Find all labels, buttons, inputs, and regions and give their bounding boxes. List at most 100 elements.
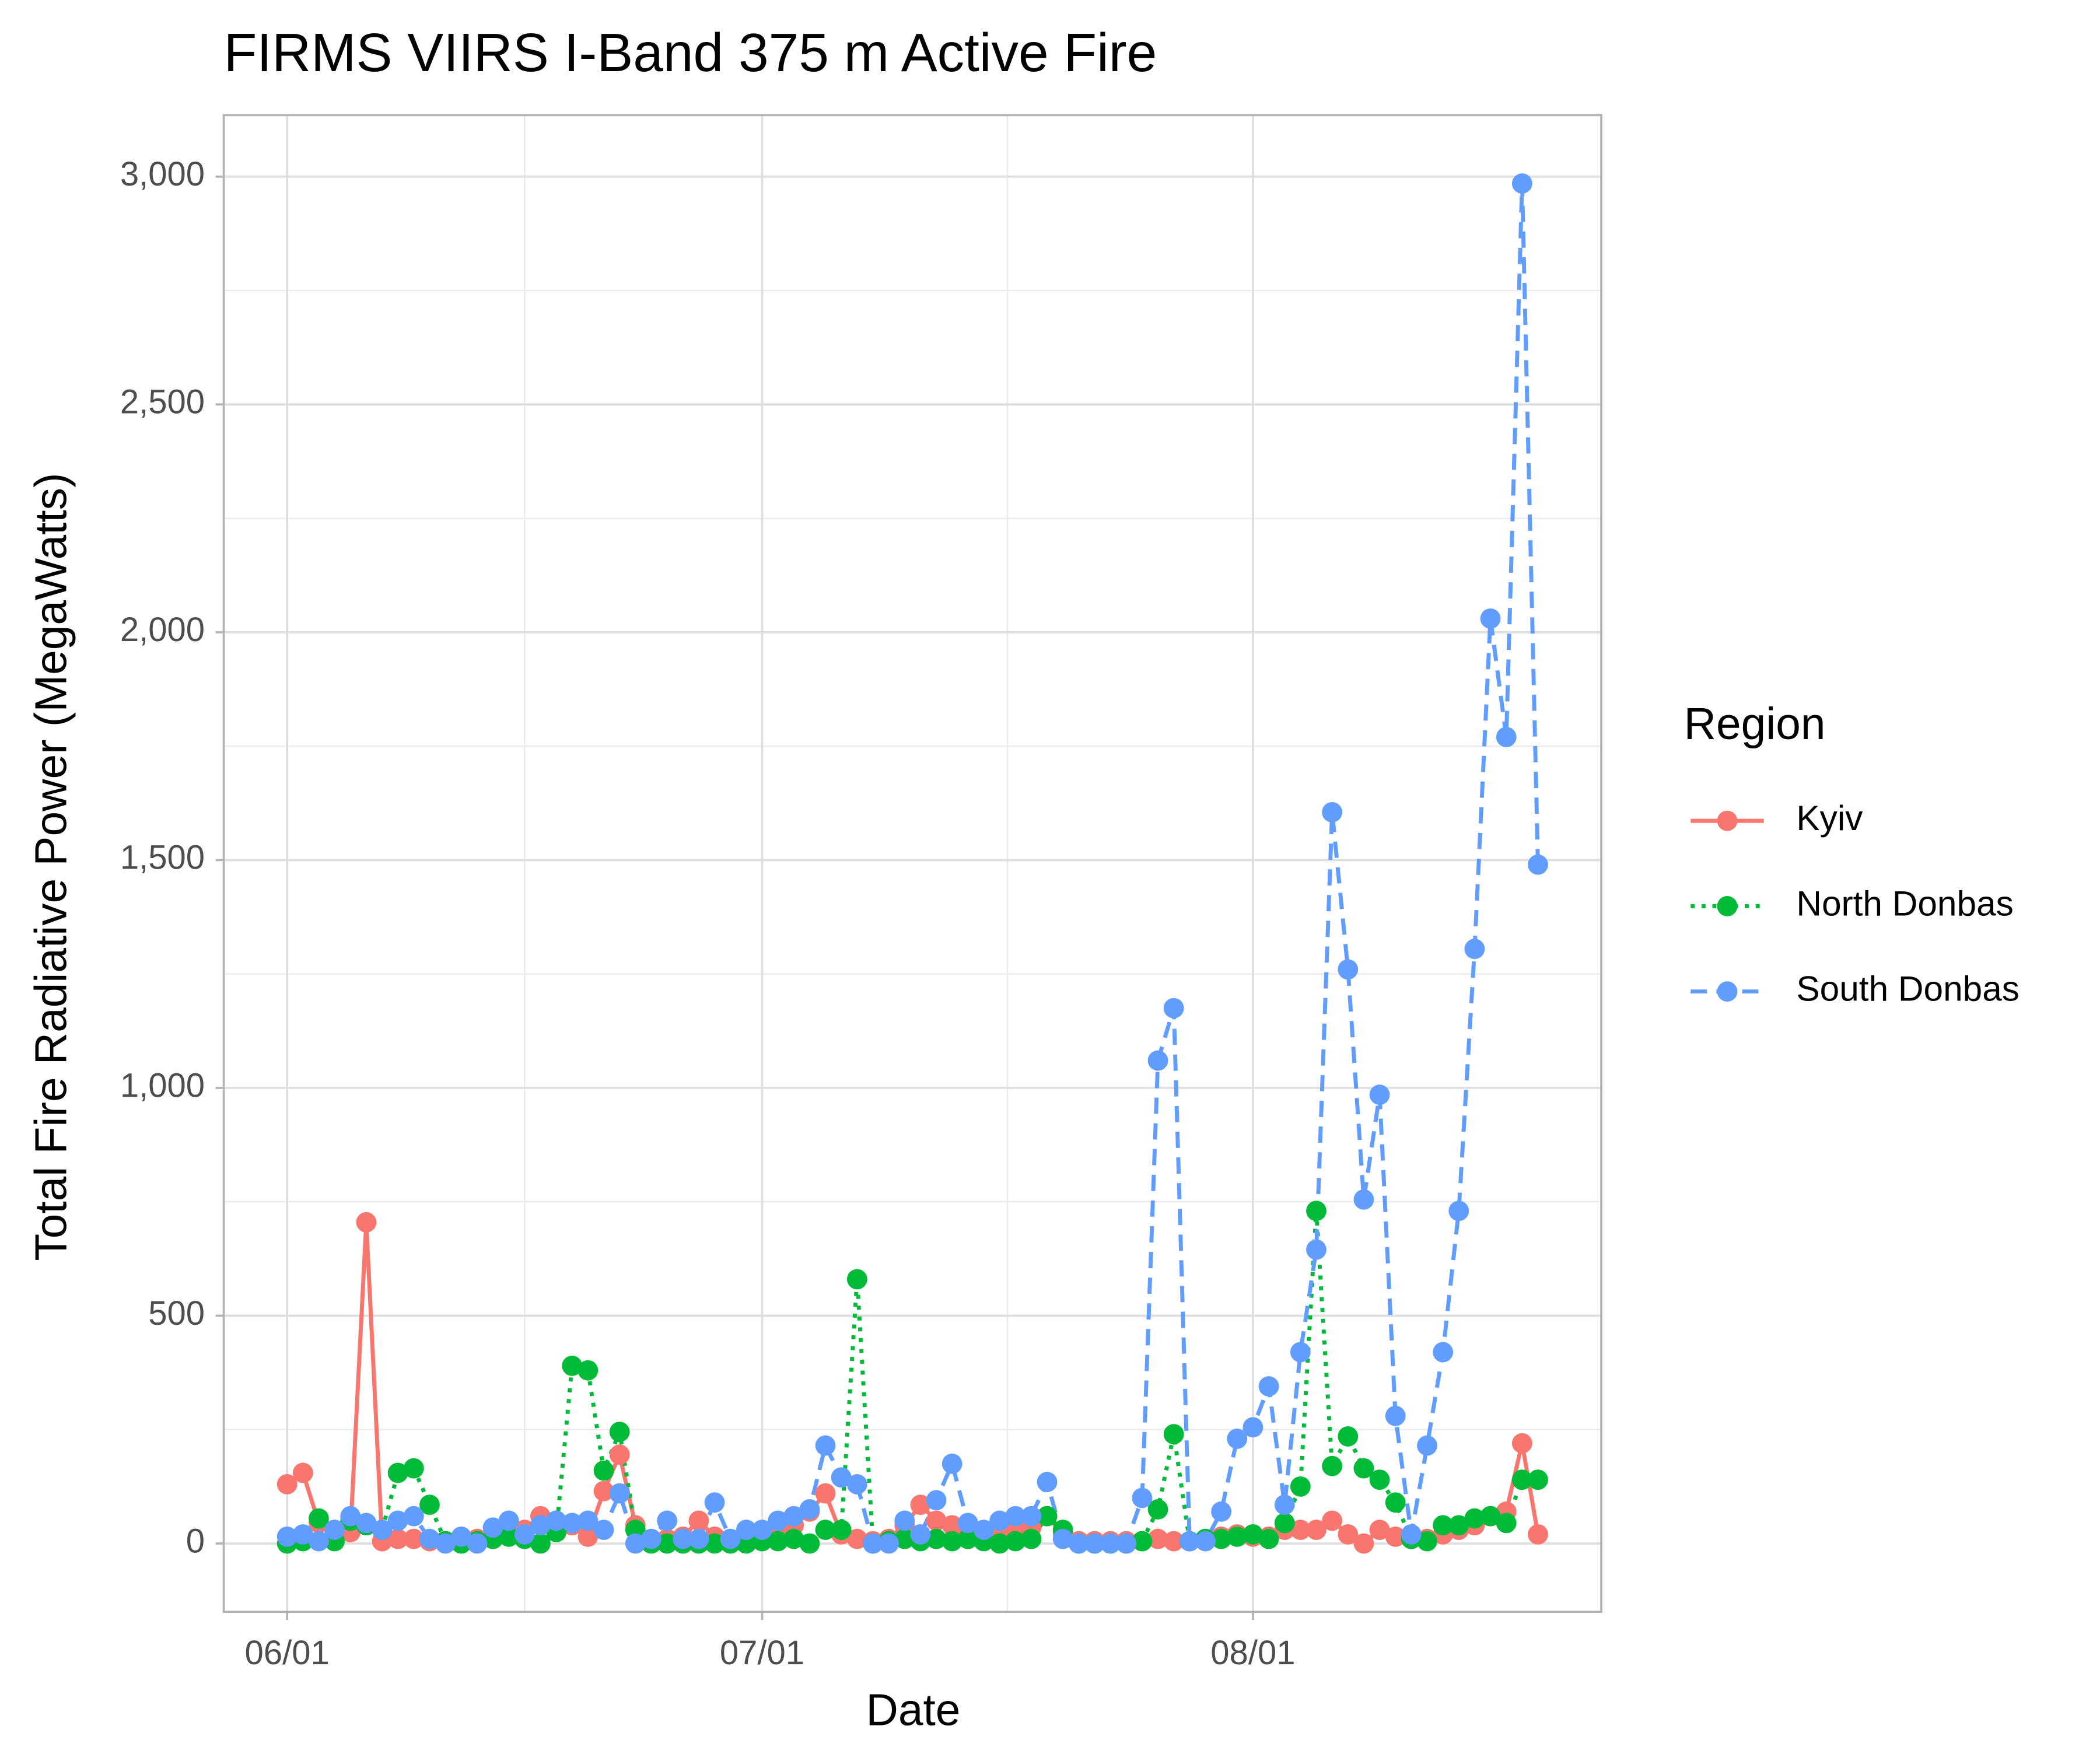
data-point	[593, 1480, 614, 1502]
x-tick-label: 06/01	[245, 1634, 330, 1672]
data-point	[467, 1533, 488, 1554]
legend-key-point	[1717, 895, 1738, 916]
data-point	[1242, 1524, 1264, 1545]
data-point	[1274, 1513, 1295, 1534]
data-point	[482, 1517, 503, 1538]
data-point	[1353, 1189, 1374, 1210]
data-point	[768, 1531, 789, 1552]
data-point	[1353, 1458, 1374, 1479]
data-point	[926, 1528, 947, 1549]
data-point	[1464, 939, 1485, 960]
data-point	[752, 1520, 772, 1540]
data-point	[704, 1492, 725, 1513]
data-point	[403, 1528, 424, 1549]
data-point	[609, 1444, 630, 1465]
y-tick-label: 2,000	[120, 611, 205, 649]
data-point	[1480, 1506, 1501, 1527]
legend-title: Region	[1684, 699, 1826, 749]
data-point	[1433, 1342, 1454, 1363]
data-point	[419, 1494, 440, 1516]
chart-title: FIRMS VIIRS I-Band 375 m Active Fire	[224, 22, 1157, 83]
data-point	[530, 1515, 551, 1536]
data-point	[783, 1506, 804, 1527]
data-point	[309, 1508, 329, 1529]
data-point	[1464, 1508, 1485, 1529]
data-point	[942, 1453, 963, 1474]
data-point	[1496, 1513, 1517, 1534]
data-point	[1338, 1524, 1359, 1545]
data-point	[324, 1520, 345, 1540]
data-point	[1227, 1526, 1248, 1547]
data-point	[1227, 1428, 1248, 1449]
data-point	[514, 1524, 535, 1545]
plot-border	[222, 114, 1602, 1614]
data-point	[1037, 1472, 1058, 1492]
data-point	[1528, 1524, 1548, 1545]
data-point	[498, 1510, 519, 1531]
data-point	[1511, 1469, 1532, 1490]
y-tick-label: 0	[186, 1522, 205, 1560]
data-point	[688, 1528, 709, 1549]
data-point	[720, 1528, 741, 1549]
data-point	[1417, 1435, 1437, 1456]
data-point	[1401, 1524, 1422, 1545]
data-point	[1369, 1469, 1390, 1490]
data-point	[1385, 1405, 1406, 1426]
data-point	[1147, 1528, 1168, 1549]
data-point	[387, 1510, 408, 1531]
data-point	[1306, 1239, 1326, 1260]
data-point	[1163, 998, 1184, 1019]
data-point	[1005, 1531, 1026, 1552]
data-point	[894, 1510, 915, 1531]
data-point	[1163, 1424, 1184, 1444]
data-point	[878, 1533, 900, 1554]
data-point	[530, 1533, 551, 1554]
data-point	[356, 1212, 377, 1233]
data-point	[1290, 1520, 1311, 1540]
data-point	[863, 1533, 883, 1554]
data-point	[846, 1528, 867, 1549]
data-point	[1369, 1520, 1390, 1540]
data-point	[1448, 1515, 1469, 1536]
data-point	[1306, 1200, 1326, 1222]
data-point	[704, 1533, 725, 1554]
data-point	[1338, 1426, 1359, 1447]
data-point	[1528, 854, 1548, 875]
legend-label: South Donbas	[1796, 969, 2020, 1009]
data-point	[435, 1533, 456, 1554]
data-point	[1132, 1488, 1153, 1508]
data-point	[1021, 1528, 1042, 1549]
legend-label: Kyiv	[1796, 798, 1863, 838]
data-point	[1353, 1533, 1374, 1554]
data-point	[736, 1520, 757, 1540]
data-point	[657, 1510, 678, 1531]
data-point	[1338, 959, 1359, 980]
data-point	[609, 1483, 630, 1504]
data-point	[989, 1510, 1010, 1531]
data-point	[1211, 1528, 1232, 1549]
data-point	[1496, 727, 1517, 747]
data-point	[292, 1524, 313, 1545]
data-point	[578, 1526, 598, 1547]
data-point	[1116, 1533, 1137, 1554]
data-point	[815, 1483, 836, 1504]
data-point	[926, 1490, 947, 1511]
legend-key-point	[1717, 981, 1738, 1002]
x-axis-title: Date	[866, 1686, 961, 1735]
data-point	[1306, 1520, 1326, 1540]
data-point	[799, 1533, 820, 1554]
data-point	[1084, 1533, 1105, 1554]
x-tick-label: 07/01	[720, 1634, 804, 1672]
data-point	[1322, 1455, 1343, 1476]
data-point	[1052, 1528, 1073, 1549]
data-point	[1147, 1499, 1168, 1520]
data-point	[989, 1533, 1010, 1554]
data-point	[942, 1515, 963, 1536]
data-point	[831, 1520, 852, 1540]
data-point	[593, 1460, 614, 1481]
data-point	[846, 1269, 867, 1290]
legend-key-point	[1717, 810, 1738, 831]
data-point	[641, 1528, 662, 1549]
data-point	[799, 1499, 820, 1520]
